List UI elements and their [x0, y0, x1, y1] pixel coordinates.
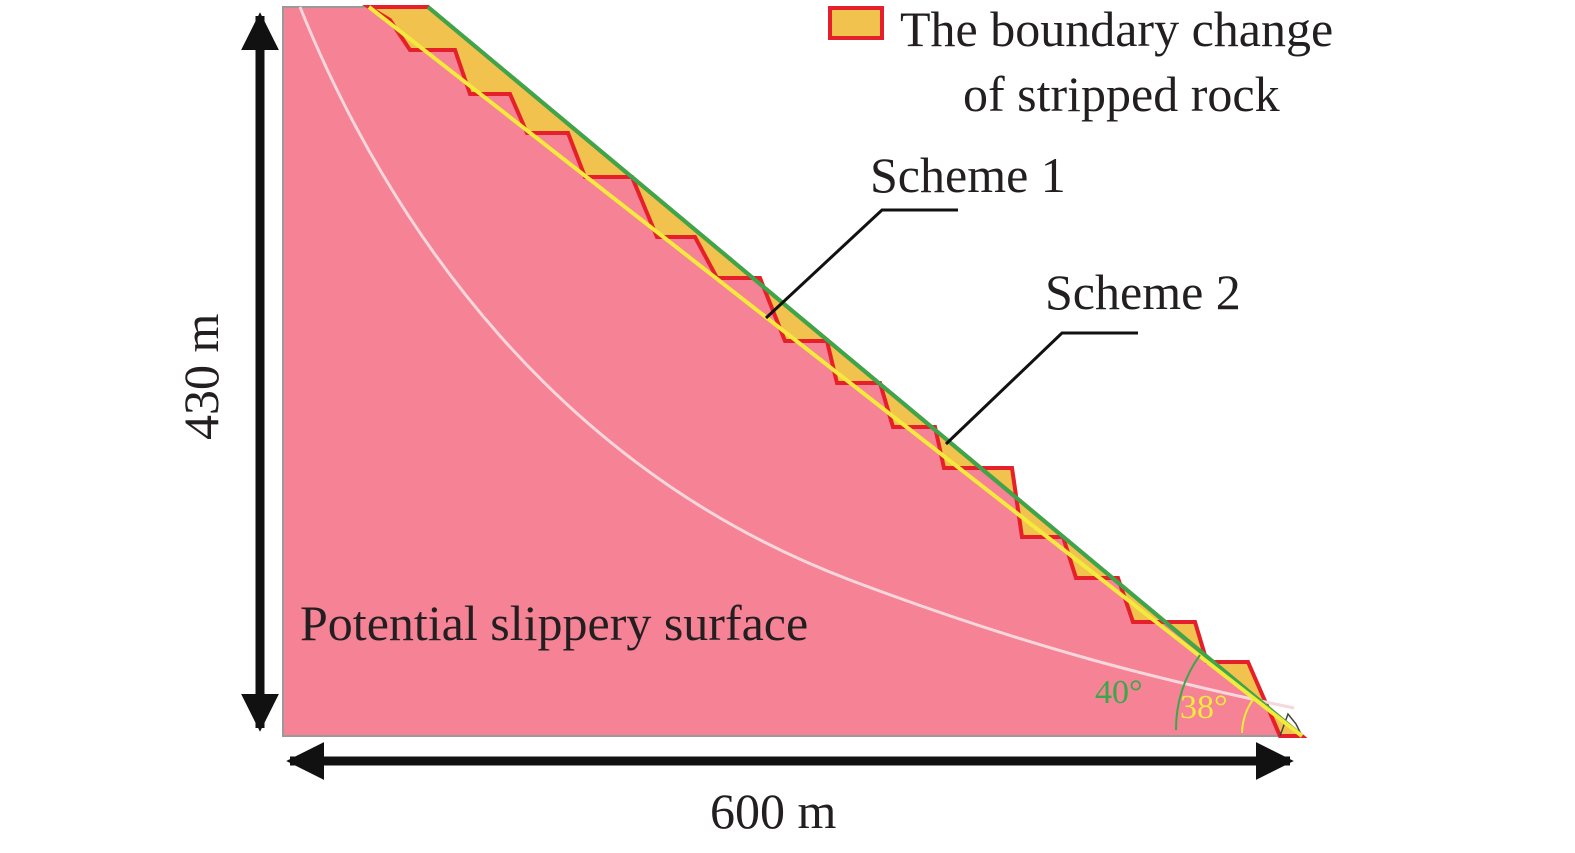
- scheme1-line: [426, 5, 1304, 738]
- scheme2-leader: [944, 331, 1138, 446]
- slip-surface-label: Potential slippery surface: [300, 595, 808, 651]
- angle-arc-scheme1: [1174, 654, 1201, 731]
- height-label: 430 m: [173, 314, 229, 441]
- angle-scheme2-label: 38°: [1180, 689, 1228, 726]
- angle-scheme1-label: 40°: [1095, 674, 1143, 711]
- angle-arc-scheme2: [1241, 696, 1256, 734]
- legend-line2: of stripped rock: [963, 66, 1280, 122]
- legend-line1: The boundary change: [900, 1, 1333, 57]
- scheme1-label: Scheme 1: [870, 147, 1066, 203]
- scheme1-leader: [764, 208, 958, 320]
- scheme2-line: [367, 5, 1304, 738]
- width-label: 600 m: [710, 783, 837, 839]
- legend-swatch: [828, 6, 884, 40]
- slip-surface-curve: [298, 6, 1295, 710]
- scheme2-label: Scheme 2: [1045, 264, 1241, 320]
